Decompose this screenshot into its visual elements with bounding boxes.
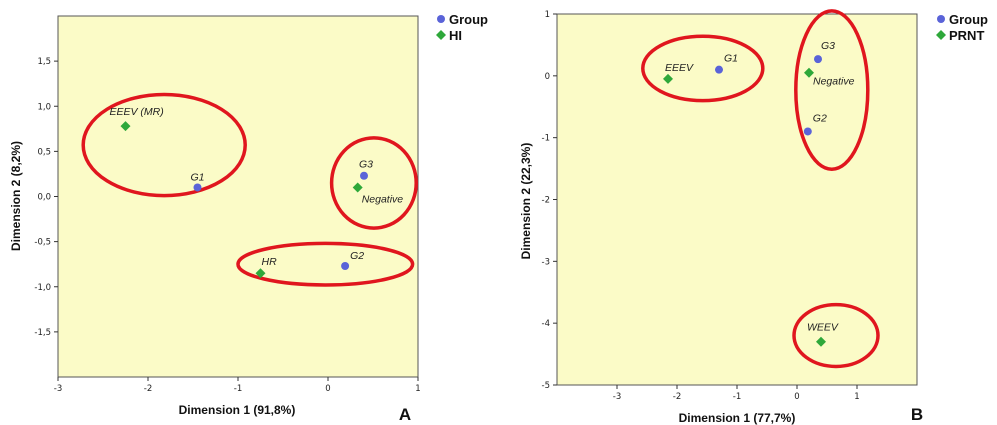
point-marker (352, 182, 363, 193)
highlight-ellipse (236, 241, 415, 287)
x-tick-label: -3 (54, 384, 62, 394)
point-marker (814, 55, 822, 64)
point-marker (663, 73, 673, 84)
highlight-ellipse (794, 9, 870, 171)
x-tick-label: -1 (234, 384, 242, 394)
panel-letter: A (399, 405, 411, 424)
legend-marker (437, 15, 445, 23)
y-tick-label: -2 (542, 196, 550, 206)
point-marker (804, 67, 814, 78)
y-axis-title: Dimension 2 (8,2%) (9, 141, 23, 251)
point-label: HR (262, 256, 278, 268)
point-marker (715, 65, 723, 74)
point-marker (803, 127, 812, 136)
chart-panel-B: 1 0 -1 -2 -3 -4 -5 -3 -2 -1 0 1 Dimension 1 (77,7%) D… (519, 9, 988, 425)
y-tick-label: 1,0 (37, 102, 51, 112)
chart-panel-A: 1,5 1,0 0,5 0,0 -0,5 -1,0 -1,5 -3 -2 -1 0 1 Dimensio… (9, 12, 488, 424)
point-label: G1 (191, 171, 205, 183)
x-tick-label: -2 (144, 384, 152, 394)
point-label: G2 (813, 112, 827, 124)
legend-label: Group (449, 12, 488, 27)
x-tick-label: 0 (794, 392, 799, 402)
plot-area (556, 13, 918, 386)
point-marker (193, 183, 202, 192)
point-marker (120, 121, 131, 132)
point-label: EEEV (665, 62, 694, 74)
point-label: G1 (724, 53, 738, 65)
y-tick-label: -1 (542, 134, 550, 144)
legend-label: Group (949, 12, 988, 27)
point-label: EEEV (MR) (110, 106, 164, 118)
x-axis-title: Dimension 1 (91,8%) (179, 403, 296, 417)
x-tick-label: -2 (673, 392, 681, 402)
y-tick-label: 0,5 (37, 147, 51, 157)
y-tick-label: -0,5 (34, 238, 51, 248)
point-label: Negative (362, 193, 404, 205)
point-label: G3 (821, 40, 835, 52)
y-tick-label: -1,0 (34, 283, 51, 293)
x-tick-label: 1 (854, 392, 859, 402)
point-marker (816, 336, 826, 347)
y-tick-label: 0 (545, 72, 550, 82)
point-marker (255, 268, 266, 279)
y-tick-label: 0,0 (37, 193, 51, 203)
x-tick-label: -3 (613, 392, 621, 402)
y-tick-label: 1 (545, 10, 550, 20)
legend-marker (936, 30, 946, 40)
point-marker (360, 171, 368, 180)
y-tick-label: -4 (542, 319, 550, 329)
y-tick-label: -5 (542, 381, 550, 391)
y-axis-title: Dimension 2 (22,3%) (519, 143, 533, 260)
legend-marker (937, 15, 945, 23)
point-label: Negative (813, 76, 855, 88)
x-tick-label: -1 (733, 392, 741, 402)
x-tick-label: 1 (415, 384, 420, 394)
x-tick-label: 0 (325, 384, 330, 394)
panel-letter: B (911, 405, 923, 424)
plot-area (57, 15, 419, 378)
point-label: G3 (359, 159, 373, 171)
highlight-ellipse (641, 34, 765, 103)
point-label: G2 (350, 250, 364, 262)
point-label: WEEV (807, 322, 839, 334)
y-tick-label: -1,5 (34, 328, 51, 338)
highlight-ellipse (329, 136, 418, 230)
legend-label: PRNT (949, 28, 984, 43)
y-tick-label: -3 (542, 257, 550, 267)
point-marker (341, 261, 350, 270)
legend-marker (436, 30, 446, 40)
legend-label: HI (449, 28, 462, 43)
highlight-ellipse (81, 92, 247, 198)
highlight-ellipse (792, 302, 880, 369)
y-tick-label: 1,5 (37, 57, 51, 67)
x-axis-title: Dimension 1 (77,7%) (679, 411, 796, 425)
